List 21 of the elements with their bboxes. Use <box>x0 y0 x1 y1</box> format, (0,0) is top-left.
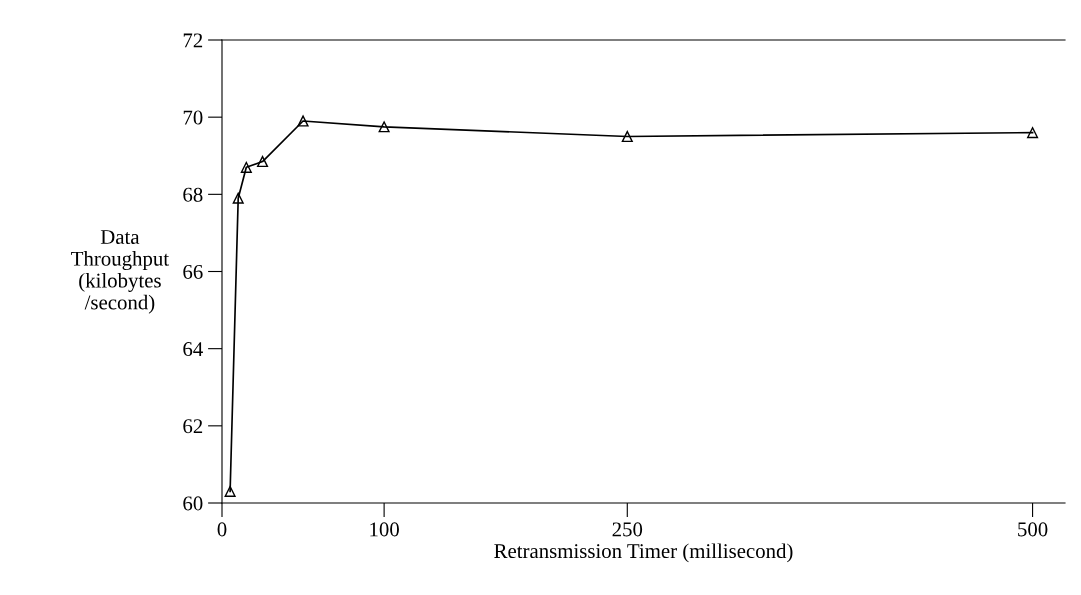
point <box>256 155 269 168</box>
point <box>297 115 309 127</box>
y-tick-label: 60 <box>183 496 203 511</box>
point <box>240 161 252 173</box>
x-axis-title: Retransmission Timer (millisecond) <box>494 543 793 563</box>
x-tick-label: 100 <box>370 522 399 537</box>
y-tick-label: 72 <box>183 33 203 48</box>
y-axis-title: Data Throughput (kilobytes /second) <box>71 230 169 314</box>
y-tick-label: 66 <box>183 264 203 279</box>
point <box>224 485 236 497</box>
x-tick-label: 500 <box>1018 522 1048 537</box>
point <box>621 130 633 143</box>
y-tick-label: 70 <box>183 110 203 125</box>
point <box>378 121 390 133</box>
y-tick-label: 64 <box>183 342 203 357</box>
y-tick-label: 68 <box>183 187 203 202</box>
point <box>1027 127 1039 139</box>
x-tick-label: 0 <box>217 522 227 537</box>
x-tick-label: 250 <box>612 522 643 537</box>
y-tick-label: 62 <box>183 419 203 434</box>
point <box>232 192 244 204</box>
